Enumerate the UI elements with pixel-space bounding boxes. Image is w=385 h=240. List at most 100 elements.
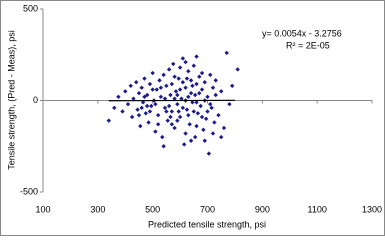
point	[166, 103, 172, 109]
point	[192, 92, 198, 98]
point	[194, 100, 199, 105]
point	[135, 107, 140, 112]
equation: y= 0.0054x - 3.2756	[262, 28, 342, 38]
point	[158, 85, 164, 90]
point	[173, 89, 179, 94]
point	[112, 105, 117, 111]
point	[235, 67, 240, 72]
y-tick-label: 0	[33, 95, 38, 105]
point	[160, 134, 165, 140]
point	[169, 109, 175, 114]
point	[195, 111, 201, 116]
point	[164, 83, 169, 89]
point	[155, 112, 161, 118]
point	[199, 87, 205, 92]
point	[197, 90, 202, 96]
x-axis-title: Predicted tensile strength, psi	[148, 219, 266, 229]
point	[149, 103, 154, 109]
point	[221, 125, 227, 131]
point	[138, 123, 143, 129]
point	[180, 105, 186, 111]
y-axis-title: Tensile strength, (Pred - Meas), psi	[6, 30, 16, 170]
point	[175, 101, 180, 107]
point	[150, 87, 155, 92]
point	[187, 122, 192, 127]
point	[212, 120, 217, 125]
point	[213, 78, 218, 83]
x-tick-label: 500	[145, 204, 160, 214]
point	[169, 122, 175, 127]
point	[175, 118, 180, 123]
point	[205, 109, 210, 114]
y-tick-label: 500	[23, 3, 38, 13]
r-squared: R² = 2E-05	[286, 40, 330, 50]
point	[123, 89, 128, 94]
x-tick-label: 700	[200, 204, 215, 214]
x-tick-label: 1100	[307, 204, 326, 214]
point	[183, 85, 188, 90]
x-tick-label: 900	[255, 204, 270, 214]
point	[161, 144, 166, 149]
point	[210, 131, 216, 136]
point	[188, 138, 194, 143]
point	[116, 94, 121, 100]
point	[208, 72, 213, 78]
point	[203, 116, 209, 121]
point	[188, 78, 194, 83]
point	[180, 80, 186, 85]
point	[209, 105, 214, 111]
point	[106, 118, 111, 123]
point	[165, 118, 170, 123]
point	[175, 92, 180, 98]
point	[199, 70, 205, 76]
point	[216, 112, 221, 118]
point	[198, 103, 203, 109]
point	[219, 134, 224, 140]
x-tick-label: 100	[35, 204, 50, 214]
point	[144, 103, 150, 109]
point	[168, 114, 173, 120]
point	[205, 94, 210, 100]
point	[150, 70, 155, 76]
point	[166, 67, 172, 72]
point	[202, 80, 207, 85]
point	[179, 96, 184, 101]
point	[183, 131, 188, 136]
point	[172, 96, 177, 101]
point	[219, 89, 224, 94]
point	[181, 142, 187, 147]
point	[136, 90, 142, 96]
point	[153, 129, 158, 134]
point	[162, 96, 168, 101]
point	[177, 65, 183, 70]
point	[190, 83, 195, 89]
point	[191, 109, 196, 114]
point	[201, 127, 206, 132]
point	[142, 94, 147, 100]
point	[202, 138, 207, 143]
point	[194, 81, 199, 87]
point	[146, 120, 151, 125]
point	[194, 123, 199, 129]
point	[140, 100, 146, 105]
point	[186, 69, 191, 74]
point	[142, 76, 147, 81]
x-tick-label: 300	[90, 204, 105, 214]
point	[153, 101, 158, 107]
point	[154, 87, 159, 92]
point	[120, 109, 125, 114]
point	[157, 78, 162, 83]
point	[131, 96, 136, 101]
point	[139, 85, 144, 90]
point	[206, 151, 212, 156]
point	[199, 114, 205, 120]
point	[158, 94, 164, 100]
point	[147, 81, 153, 87]
point	[168, 92, 173, 98]
point	[147, 109, 153, 114]
point	[164, 109, 169, 114]
point	[184, 76, 190, 81]
point	[213, 92, 218, 98]
point	[208, 101, 213, 107]
